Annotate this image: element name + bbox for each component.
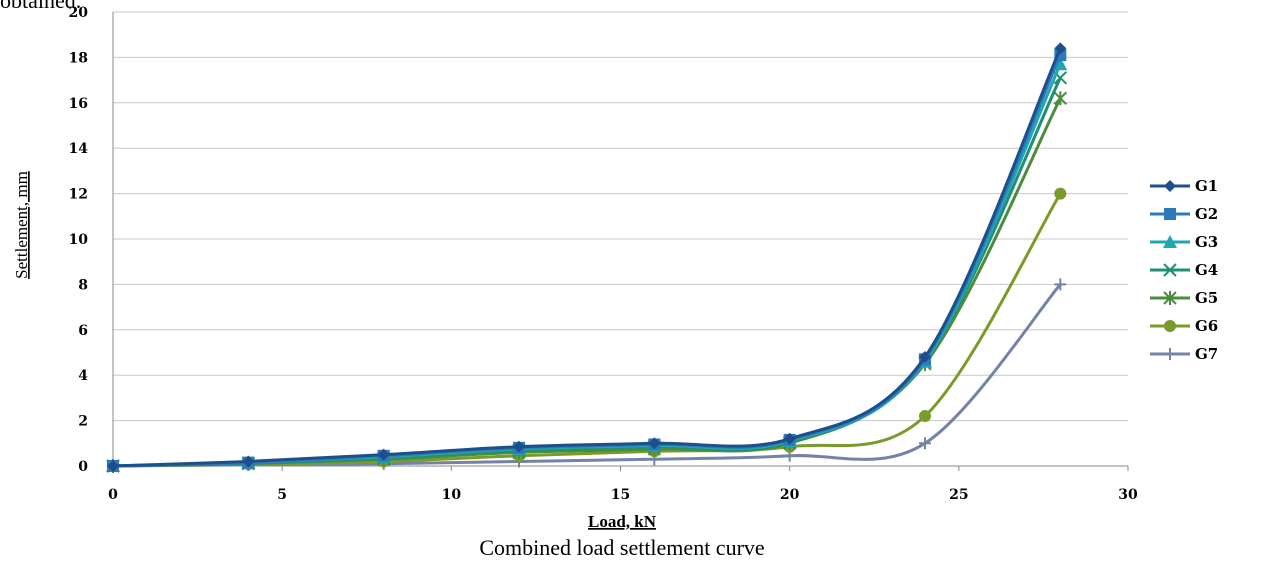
legend-item: G1 — [1150, 177, 1218, 195]
legend-marker — [1164, 348, 1176, 360]
data-point — [919, 437, 931, 450]
y-tick-label: 6 — [78, 323, 88, 339]
gridlines — [113, 11, 1128, 422]
legend-label: G1 — [1195, 177, 1218, 195]
x-tick-label: 5 — [277, 487, 287, 503]
y-tick-label: 12 — [69, 187, 88, 203]
legend-label: G6 — [1195, 317, 1218, 335]
series-g1 — [107, 42, 1067, 472]
x-tick-label: 20 — [780, 487, 800, 503]
series-line — [112, 47, 1062, 468]
y-tick-label: 2 — [78, 414, 88, 430]
y-tick-label: 0 — [78, 459, 88, 475]
series-line — [112, 63, 1062, 468]
data-point — [1053, 91, 1068, 106]
figure-caption: Combined load settlement curve — [479, 535, 764, 560]
data-point — [242, 455, 255, 468]
data-point — [783, 432, 796, 445]
legend-marker — [1164, 180, 1176, 192]
legend-label: G4 — [1195, 261, 1218, 279]
x-axis-title: Load, kN — [588, 512, 657, 531]
data-point — [513, 440, 525, 453]
legend-label: G3 — [1195, 233, 1218, 251]
legend-label: G2 — [1195, 205, 1218, 223]
data-point — [1054, 278, 1067, 291]
y-axis-title: Settlement, mm — [12, 171, 31, 279]
x-tick-label: 25 — [949, 487, 968, 503]
axes — [112, 12, 1129, 471]
legend-label: G5 — [1195, 289, 1218, 307]
data-point — [919, 351, 931, 364]
legend-item: G4 — [1150, 261, 1218, 279]
x-tick-label: 15 — [611, 487, 630, 503]
series-line — [112, 54, 1062, 468]
legend-item: G2 — [1150, 205, 1218, 223]
data-point — [1054, 42, 1067, 55]
y-tick-label: 8 — [78, 277, 88, 293]
legend-marker — [1163, 291, 1177, 305]
data-point — [648, 437, 661, 450]
legend-marker — [1163, 263, 1177, 277]
x-tick-label: 0 — [108, 487, 118, 503]
y-tick-label: 10 — [69, 232, 89, 248]
data-point — [377, 448, 390, 461]
series-g2 — [107, 49, 1067, 472]
y-tick-label: 20 — [69, 5, 89, 21]
legend-label: G7 — [1195, 345, 1218, 363]
legend-marker — [1164, 208, 1176, 220]
legend-item: G7 — [1150, 345, 1218, 363]
preceding-text-fragment: obtained. — [0, 0, 81, 13]
series-g3 — [106, 57, 1068, 472]
x-tick-label: 10 — [442, 487, 462, 503]
data-series — [106, 42, 1068, 473]
series-line — [112, 97, 1062, 468]
y-tick-label: 16 — [69, 96, 88, 112]
y-tick-label: 4 — [78, 368, 88, 384]
legend-item: G3 — [1150, 233, 1218, 251]
tick-labels: 0 2 4 6 8 10 12 14 16 18 20 0 5 10 15 20 25 30 — [69, 5, 1138, 503]
legend: G1 G2 G3 G4 G5 G6 G7 — [1150, 177, 1218, 363]
legend-marker — [1163, 235, 1177, 248]
data-point — [107, 460, 119, 472]
legend-marker — [1164, 320, 1176, 332]
series-line — [112, 77, 1062, 468]
y-tick-label: 18 — [69, 50, 88, 66]
legend-item: G5 — [1150, 289, 1218, 307]
data-point — [919, 410, 931, 423]
x-tick-label: 30 — [1118, 487, 1138, 503]
legend-item: G6 — [1150, 317, 1218, 335]
data-point — [1054, 187, 1067, 200]
y-tick-label: 14 — [69, 141, 89, 157]
